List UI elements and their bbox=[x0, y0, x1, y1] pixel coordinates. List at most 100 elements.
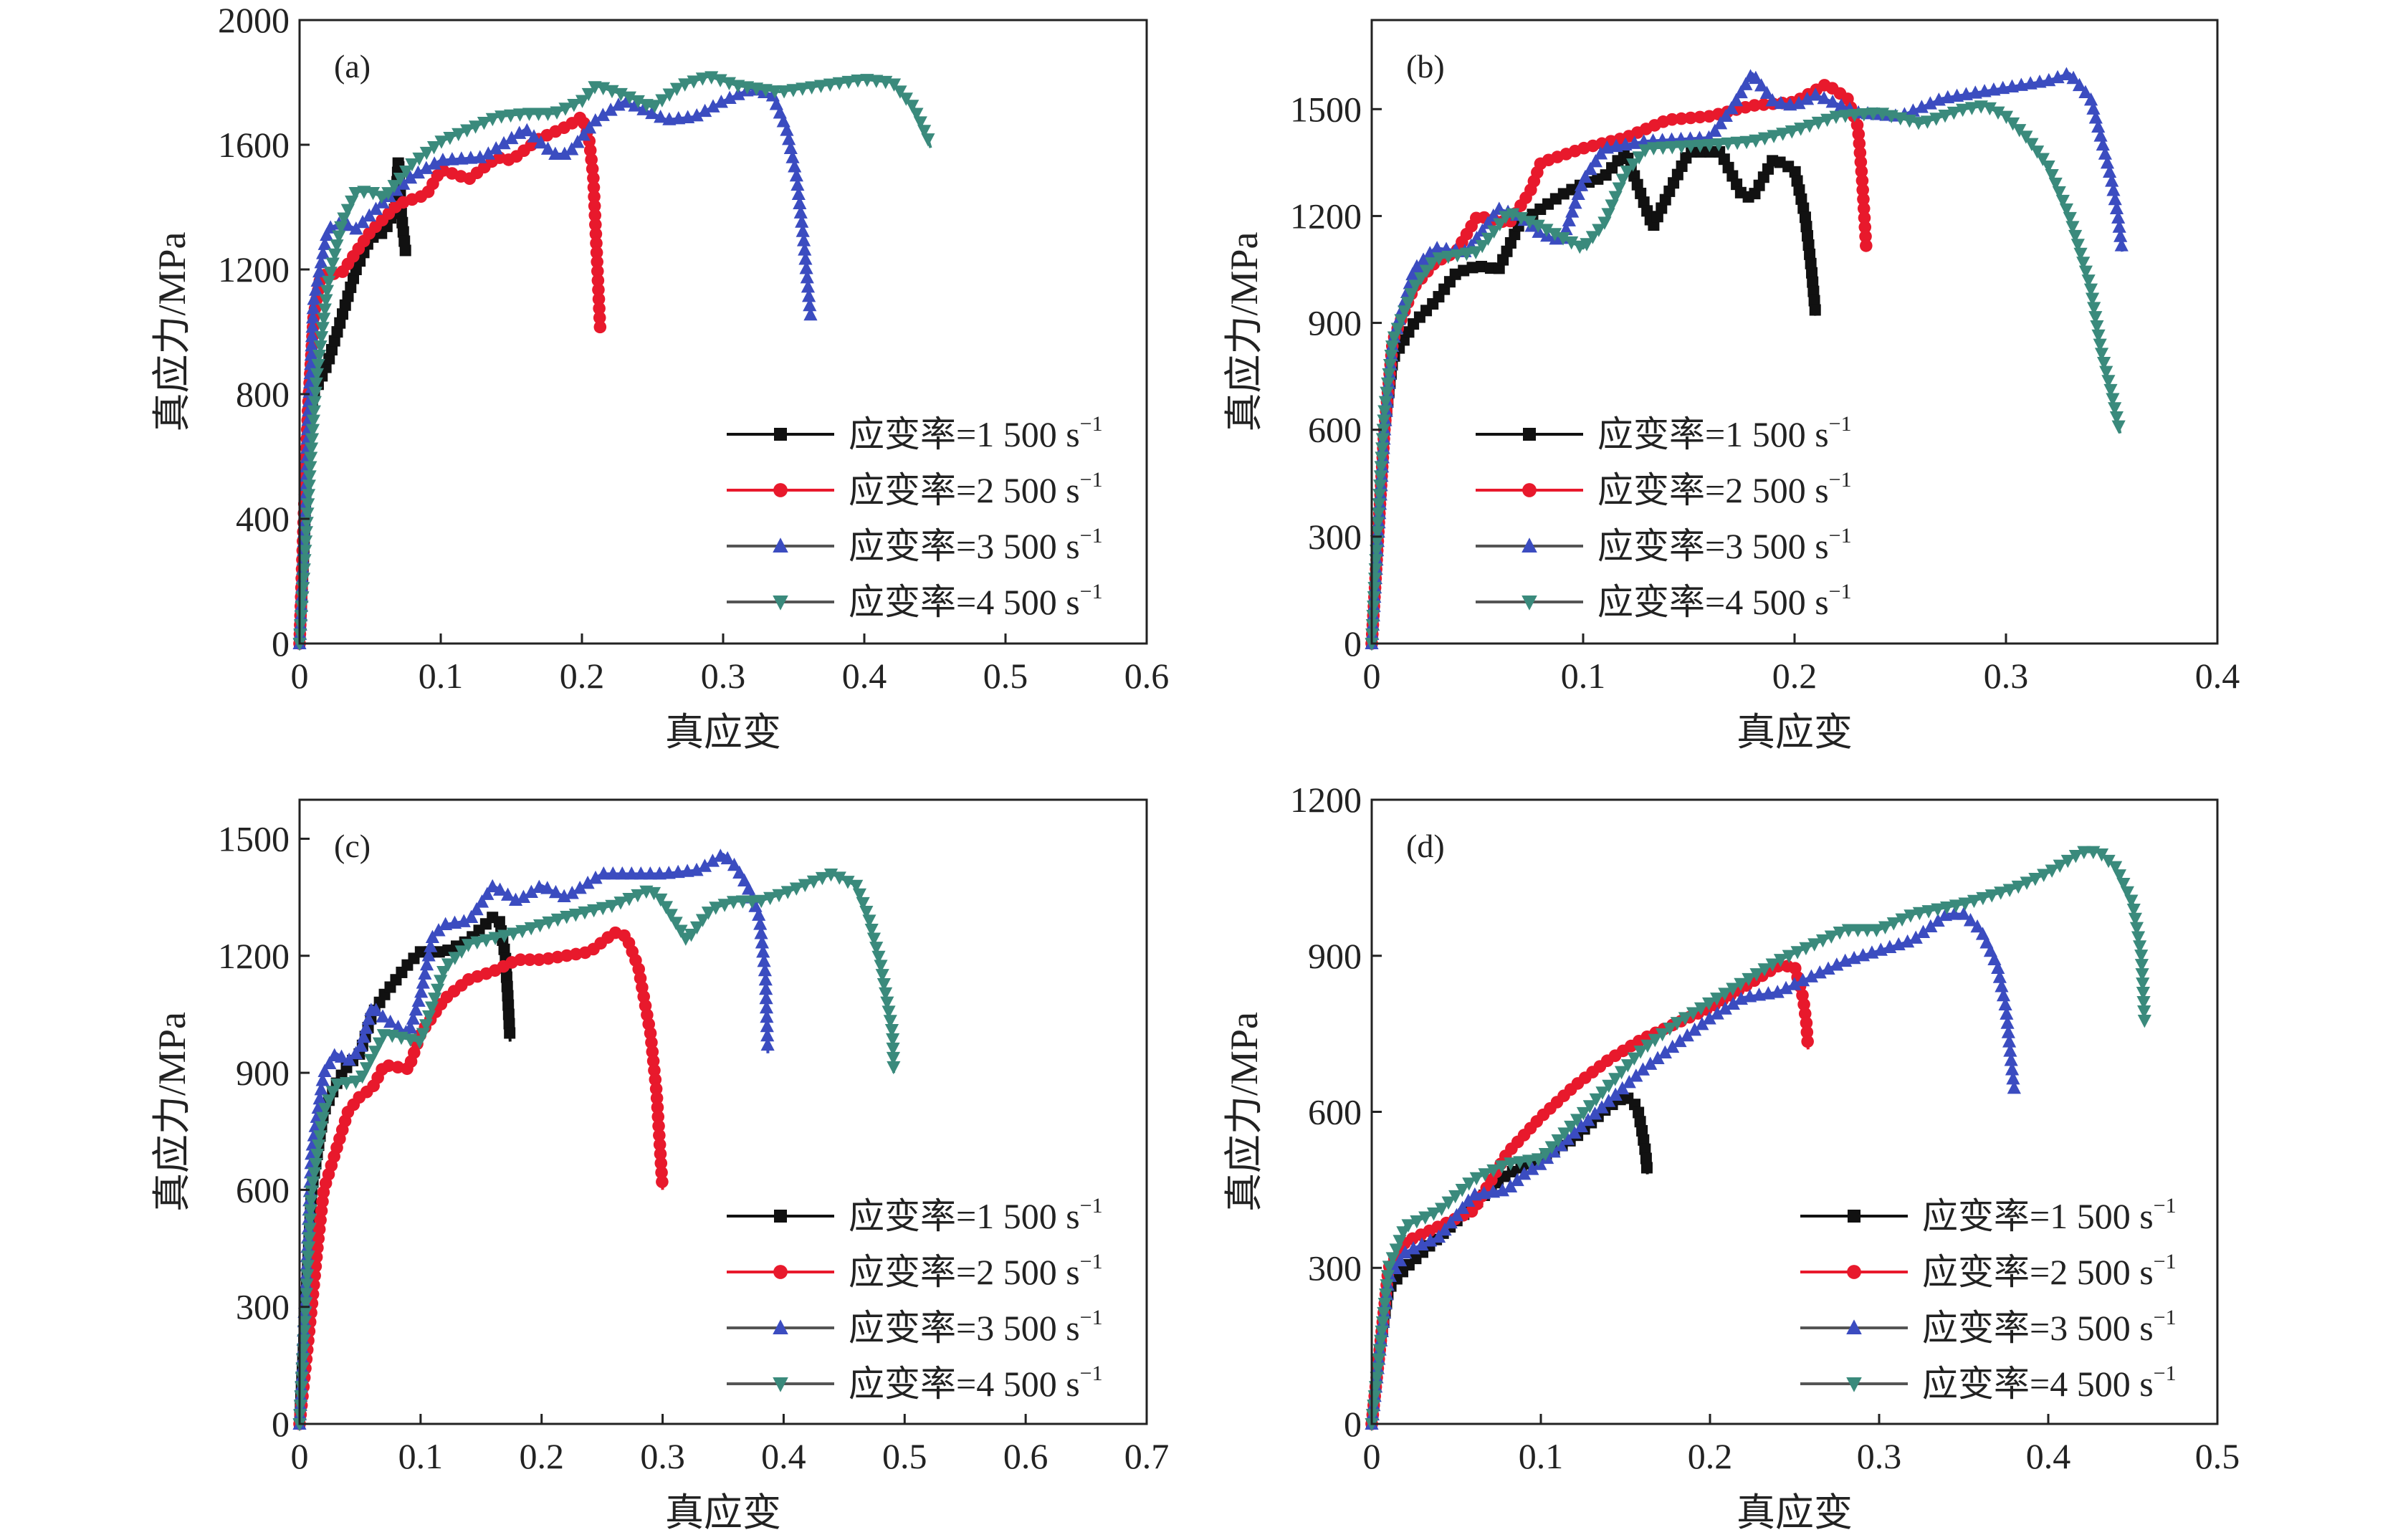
data-point bbox=[680, 864, 694, 877]
legend-label-main: 应变率=3 500 s bbox=[1922, 1308, 2154, 1348]
data-point bbox=[1632, 151, 1646, 165]
legend-label-superscript: −1 bbox=[1080, 1306, 1103, 1329]
data-point bbox=[880, 996, 894, 1010]
data-point bbox=[605, 899, 619, 914]
panel-label: (a) bbox=[334, 48, 371, 85]
data-point bbox=[1583, 161, 1597, 176]
data-point bbox=[502, 990, 514, 1002]
data-point bbox=[2077, 846, 2091, 859]
data-point bbox=[1418, 1211, 1433, 1225]
data-point bbox=[522, 107, 537, 121]
data-point bbox=[1991, 960, 2005, 975]
data-point bbox=[1634, 1116, 1646, 1128]
data-point bbox=[886, 1042, 900, 1056]
data-point bbox=[1406, 1241, 1420, 1255]
data-point bbox=[315, 331, 329, 345]
data-point bbox=[1513, 1156, 1527, 1170]
data-point bbox=[298, 1306, 312, 1320]
data-point bbox=[2105, 173, 2119, 187]
data-point bbox=[772, 889, 786, 903]
data-point bbox=[655, 1166, 668, 1180]
data-point bbox=[427, 156, 441, 170]
data-point bbox=[464, 909, 479, 923]
y-tick-label: 600 bbox=[236, 1170, 290, 1210]
y-tick-label: 1200 bbox=[218, 936, 290, 976]
legend-square-marker-icon bbox=[774, 428, 787, 441]
data-point bbox=[624, 866, 639, 880]
data-point bbox=[500, 971, 512, 983]
data-point bbox=[1938, 110, 1952, 123]
x-axis-label: 真应变 bbox=[665, 711, 781, 754]
data-point bbox=[2083, 92, 2098, 106]
data-point bbox=[1801, 1035, 1814, 1048]
data-point bbox=[1631, 178, 1643, 191]
data-point bbox=[424, 1001, 439, 1015]
data-point bbox=[1608, 1087, 1623, 1101]
data-point bbox=[1795, 193, 1807, 205]
data-point bbox=[813, 80, 828, 93]
data-point bbox=[342, 290, 354, 302]
data-point bbox=[1809, 304, 1821, 316]
legend-label: 应变率=1 500 s−1 bbox=[1922, 1194, 2177, 1236]
data-point bbox=[1800, 221, 1812, 233]
data-point bbox=[732, 865, 747, 879]
data-point bbox=[1841, 924, 1855, 937]
data-point bbox=[1462, 1177, 1476, 1191]
data-point bbox=[1370, 535, 1384, 549]
data-point bbox=[445, 152, 459, 166]
legend-triangle-down-marker-icon bbox=[773, 596, 788, 611]
data-point bbox=[1648, 1033, 1662, 1048]
data-point bbox=[2134, 959, 2149, 972]
data-point bbox=[1384, 350, 1398, 363]
data-point bbox=[815, 871, 830, 886]
data-point bbox=[1522, 1154, 1537, 1168]
data-point bbox=[1995, 979, 2009, 993]
data-point bbox=[1382, 368, 1396, 382]
y-tick-label: 0 bbox=[272, 1404, 290, 1444]
data-point bbox=[1800, 1016, 1813, 1030]
data-point bbox=[1459, 247, 1474, 262]
legend-label-superscript: −1 bbox=[1080, 1250, 1103, 1273]
data-point bbox=[1684, 111, 1697, 125]
data-point bbox=[1441, 1196, 1456, 1210]
data-point bbox=[576, 128, 591, 141]
data-point bbox=[1770, 985, 1785, 998]
data-point bbox=[1565, 204, 1580, 218]
data-point bbox=[805, 81, 819, 95]
data-point bbox=[785, 150, 800, 163]
data-point bbox=[722, 90, 737, 105]
data-point bbox=[871, 950, 886, 965]
data-point bbox=[887, 78, 902, 92]
data-point bbox=[1557, 1127, 1572, 1141]
legend-label-superscript: −1 bbox=[1829, 580, 1852, 603]
data-point bbox=[653, 1129, 666, 1142]
data-point bbox=[589, 218, 602, 231]
data-point bbox=[1396, 1226, 1410, 1240]
data-point bbox=[671, 864, 685, 879]
data-point bbox=[796, 224, 810, 237]
data-point bbox=[582, 120, 597, 134]
data-point bbox=[1702, 139, 1716, 153]
data-point bbox=[1857, 108, 1871, 122]
data-point bbox=[1371, 507, 1385, 521]
data-point bbox=[1802, 230, 1814, 242]
data-point bbox=[852, 888, 867, 902]
x-axis-label: 真应变 bbox=[1737, 711, 1853, 754]
data-point bbox=[497, 135, 511, 150]
data-point bbox=[1576, 1106, 1591, 1121]
data-point bbox=[312, 1223, 326, 1236]
data-point bbox=[1759, 85, 1774, 99]
data-point bbox=[540, 141, 555, 155]
data-point bbox=[798, 879, 812, 892]
data-point bbox=[1581, 1112, 1595, 1127]
data-point bbox=[1434, 1202, 1449, 1216]
data-point bbox=[473, 150, 487, 163]
data-point bbox=[655, 94, 669, 107]
data-point bbox=[2020, 876, 2034, 890]
data-point bbox=[1829, 110, 1843, 124]
data-point bbox=[1808, 87, 1823, 101]
data-point bbox=[308, 386, 323, 401]
data-point bbox=[1651, 1051, 1665, 1064]
data-point bbox=[1432, 1229, 1446, 1243]
legend-label-main: 应变率=4 500 s bbox=[1597, 582, 1829, 622]
